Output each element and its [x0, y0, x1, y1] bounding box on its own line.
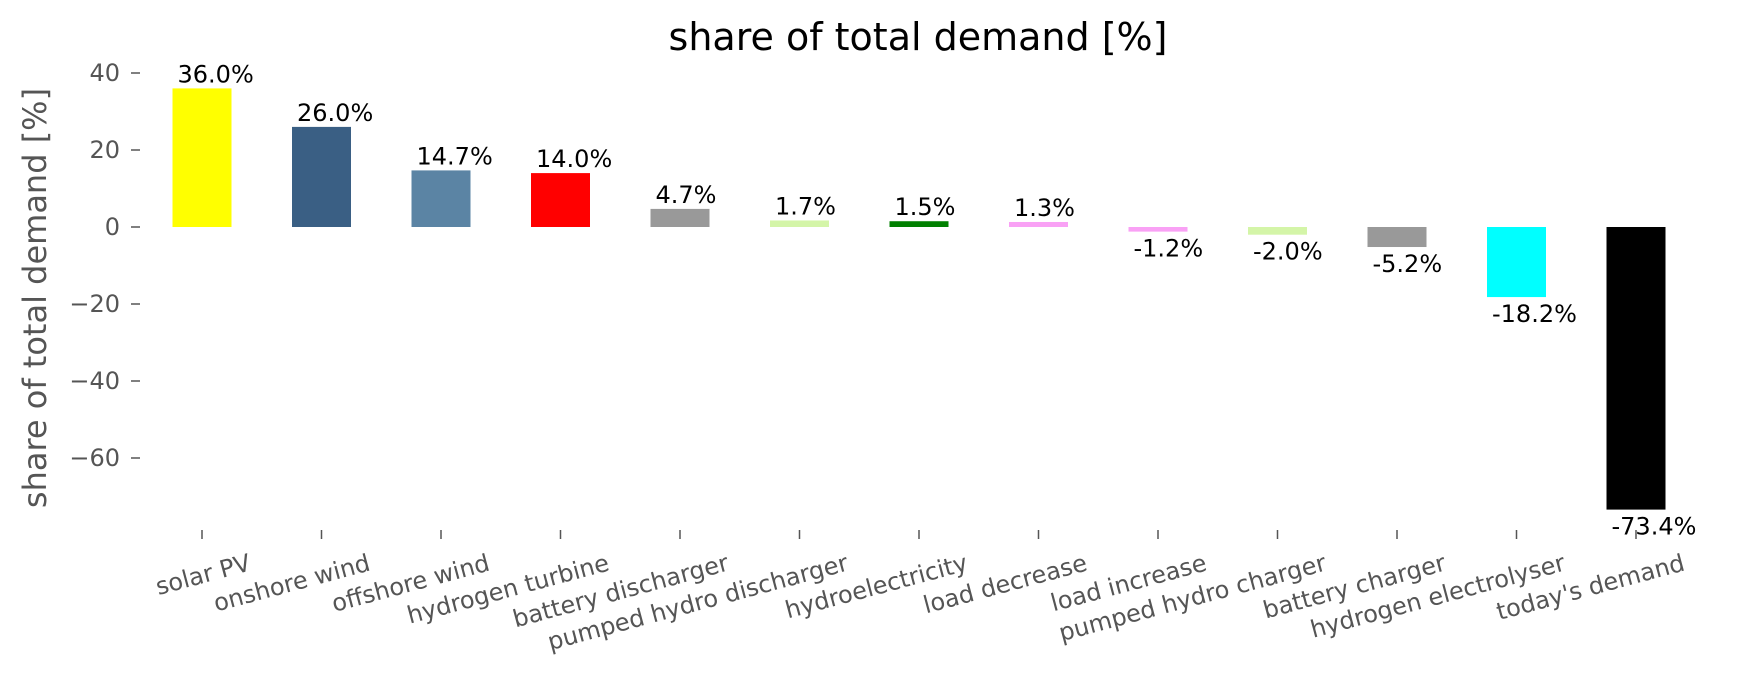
bar [1248, 227, 1307, 235]
y-axis: 40 20 0 −20 −40 −60 [69, 59, 140, 472]
bar [531, 173, 590, 227]
bar [1367, 227, 1427, 248]
bar [1606, 227, 1666, 510]
bar-value-label: 26.0% [297, 99, 373, 127]
bar-value-label: -1.2% [1134, 235, 1204, 263]
bar [1487, 227, 1546, 298]
bar [1009, 221, 1068, 227]
chart-title: share of total demand [%] [669, 15, 1168, 59]
bar [770, 220, 829, 227]
bar [292, 126, 351, 227]
bar-value-label: -2.0% [1253, 238, 1323, 266]
bars-group: 36.0% 26.0% 14.7% 14.0% 4.7% 1.7% 1.5% 1.3% -1.2… [172, 60, 1697, 541]
bar [1128, 227, 1188, 232]
bar [650, 208, 710, 227]
bar [411, 170, 471, 227]
y-tick-label: −60 [69, 444, 120, 472]
bar-value-label: 14.7% [417, 142, 493, 170]
y-tick-label: −40 [69, 367, 120, 395]
bar-value-label: 14.0% [536, 145, 612, 173]
bar-value-label: -18.2% [1492, 300, 1577, 328]
bar-value-label: 1.3% [1014, 194, 1075, 222]
y-axis-label: share of total demand [%] [16, 88, 54, 508]
bar-value-label: 4.7% [656, 181, 717, 209]
y-tick-label: 40 [89, 59, 120, 87]
bar-value-label: 36.0% [178, 60, 254, 88]
y-tick-label: 20 [89, 136, 120, 164]
y-tick-label: 0 [105, 213, 120, 241]
bar-value-label: -73.4% [1612, 513, 1697, 541]
bar [172, 88, 232, 228]
y-tick-label: −20 [69, 290, 120, 318]
bar [889, 221, 949, 227]
bar-value-label: 1.5% [895, 193, 956, 221]
bar-value-label: -5.2% [1373, 250, 1443, 278]
bar-value-label: 1.7% [775, 192, 836, 220]
